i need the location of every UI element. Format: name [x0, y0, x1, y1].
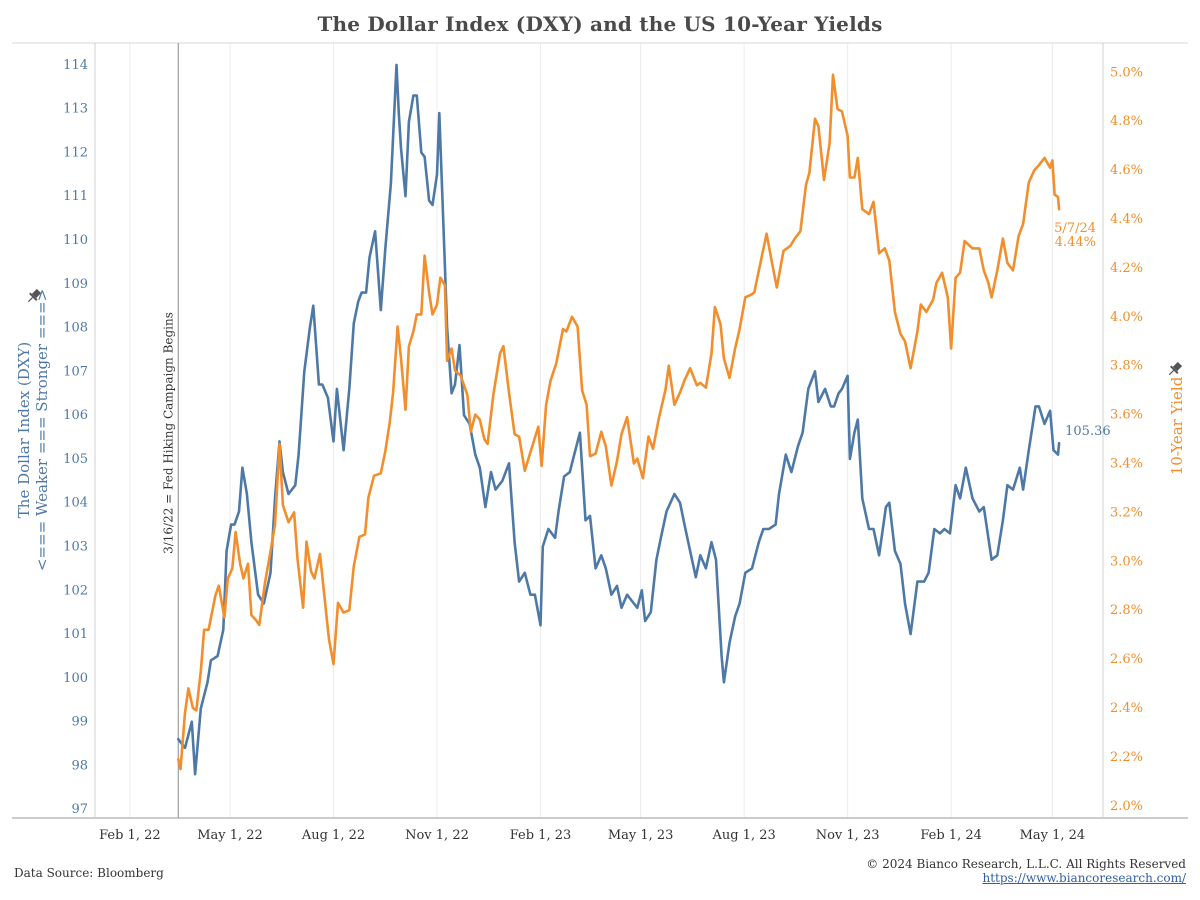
left-tick-label: 99: [71, 715, 88, 730]
left-tick-label: 112: [63, 145, 88, 160]
left-tick-label: 108: [63, 321, 88, 336]
left-tick-label: 98: [71, 758, 88, 773]
pin-needle: [1168, 369, 1175, 376]
left-pin-icon: [27, 288, 42, 303]
right-tick-label: 2.4%: [1110, 701, 1143, 716]
dxy-series-line: [177, 63, 1061, 776]
data-source-note: Data Source: Bloomberg: [14, 866, 164, 880]
pin-needle: [27, 296, 34, 303]
series-lines: [177, 63, 1061, 776]
left-tick-label: 100: [63, 671, 88, 686]
x-tick-label: May 1, 23: [608, 828, 674, 843]
right-tick-label: 3.0%: [1110, 554, 1143, 569]
yield-series-line: [177, 73, 1061, 771]
x-tick-label: Nov 1, 22: [405, 828, 469, 843]
pin-base: [1170, 365, 1179, 374]
end-labels: 105.36 5/7/244.44%: [1054, 221, 1110, 439]
left-tick-label: 114: [63, 58, 88, 73]
left-tick-label: 107: [63, 364, 88, 379]
right-pin-icon: [1168, 361, 1183, 376]
chart-title: The Dollar Index (DXY) and the US 10-Yea…: [317, 12, 883, 36]
right-tick-label: 3.4%: [1110, 457, 1143, 472]
pin-head: [31, 288, 42, 299]
plot-frame: [12, 42, 1188, 819]
left-tick-label: 102: [63, 583, 88, 598]
x-tick-label: Feb 1, 24: [920, 828, 982, 843]
right-tick-label: 2.6%: [1110, 652, 1143, 667]
right-axis-title: 10-Year Yield: [1168, 376, 1186, 475]
right-tick-label: 4.6%: [1110, 163, 1143, 178]
right-tick-label: 4.4%: [1110, 212, 1143, 227]
x-tick-label: Aug 1, 22: [301, 828, 365, 843]
left-tick-label: 111: [63, 189, 88, 204]
left-tick-label: 105: [63, 452, 88, 467]
fed-annotation: 3/16/22 = Fed Hiking Campaign Begins: [161, 43, 179, 818]
left-tick-label: 110: [63, 233, 88, 248]
website-link[interactable]: https://www.biancoresearch.com/: [982, 871, 1186, 885]
x-tick-label: Nov 1, 23: [816, 828, 880, 843]
left-tick-label: 97: [71, 802, 88, 817]
right-tick-label: 5.0%: [1110, 65, 1143, 80]
right-tick-label: 4.8%: [1110, 114, 1143, 129]
x-tick-label: May 1, 22: [197, 828, 263, 843]
left-tick-label: 101: [63, 627, 88, 642]
right-tick-label: 2.0%: [1110, 799, 1143, 814]
right-tick-label: 3.2%: [1110, 505, 1143, 520]
left-tick-label: 103: [63, 540, 88, 555]
right-tick-label: 2.2%: [1110, 750, 1143, 765]
grid-lines: [129, 43, 1053, 818]
copyright-note: © 2024 Bianco Research, L.L.C. All Right…: [866, 857, 1186, 871]
x-tick-label: Feb 1, 22: [99, 828, 161, 843]
x-tick-label: Feb 1, 23: [510, 828, 572, 843]
pin-head: [1172, 361, 1183, 372]
left-tick-label: 104: [63, 496, 88, 511]
pin-base: [29, 292, 38, 301]
right-tick-label: 3.6%: [1110, 408, 1143, 423]
left-tick-label: 106: [63, 408, 88, 423]
left-tick-label: 113: [63, 102, 88, 117]
x-tick-label: May 1, 24: [1020, 828, 1086, 843]
right-tick-label: 2.8%: [1110, 603, 1143, 618]
axes: 97 98 99 100 101 102 103 104 105 106 107 108 109 110 1…: [15, 58, 1186, 843]
left-axis-title: The Dollar Index (DXY): [15, 342, 33, 518]
yield-end-date-label: 5/7/24: [1054, 221, 1096, 236]
fed-hike-label: 3/16/22 = Fed Hiking Campaign Begins: [161, 312, 175, 554]
right-tick-label: 3.8%: [1110, 359, 1143, 374]
right-tick-label: 4.0%: [1110, 310, 1143, 325]
dxy-end-label: 105.36: [1065, 424, 1111, 439]
left-tick-label: 109: [63, 277, 88, 292]
yield-end-value-label: 4.44%: [1055, 235, 1096, 250]
right-tick-label: 4.2%: [1110, 261, 1143, 276]
left-axis-subtitle: <=== Weaker === Stronger ===>: [33, 289, 51, 571]
x-tick-label: Aug 1, 23: [711, 828, 775, 843]
